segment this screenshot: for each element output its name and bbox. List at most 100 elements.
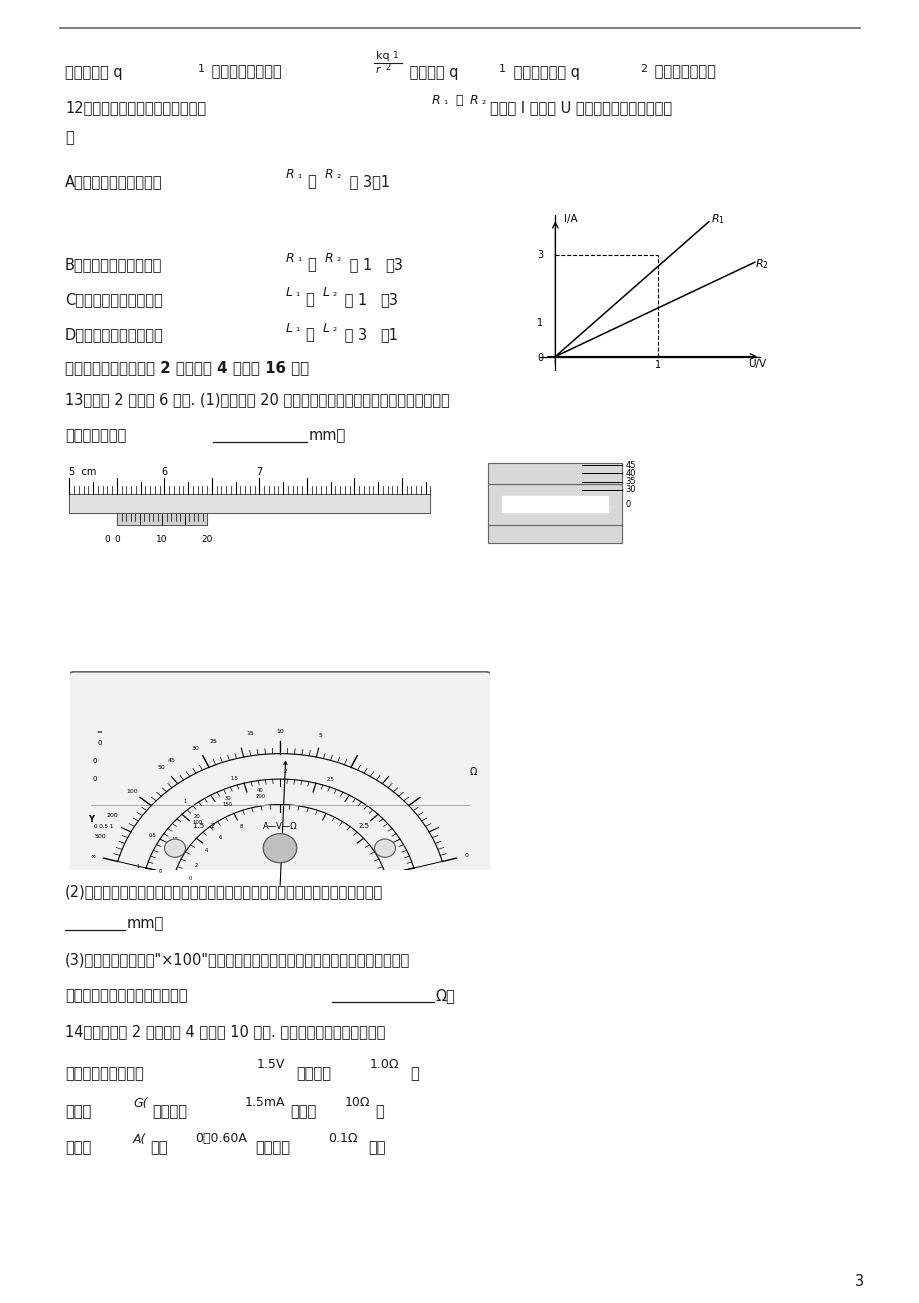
Text: 产生的电场在 q: 产生的电场在 q <box>508 65 579 79</box>
Text: 处的场强大小，而: 处的场强大小，而 <box>207 65 281 79</box>
Text: 0: 0 <box>189 876 192 881</box>
Text: 12．两粗细相同的同种金属电阻丝: 12．两粗细相同的同种金属电阻丝 <box>65 100 206 116</box>
Text: 1: 1 <box>198 64 205 74</box>
Text: 2: 2 <box>283 769 287 774</box>
Text: ＝ 3：1: ＝ 3：1 <box>345 175 390 189</box>
Text: 2: 2 <box>194 863 198 868</box>
Text: mm；: mm； <box>309 429 346 443</box>
Text: 待测干电池电动势约: 待测干电池电动势约 <box>65 1066 143 1081</box>
Circle shape <box>269 839 290 857</box>
Bar <box>488 525 621 543</box>
Text: r: r <box>376 65 380 76</box>
Text: A．两电阻的大小之比为: A．两电阻的大小之比为 <box>65 175 163 189</box>
Text: 20: 20 <box>201 534 212 543</box>
Text: A—V—Ω: A—V—Ω <box>263 822 297 831</box>
Text: 6: 6 <box>161 466 167 477</box>
Text: Ω: Ω <box>469 767 476 777</box>
Text: 0～0.60A: 0～0.60A <box>195 1132 246 1145</box>
Text: C．两电阻丝长度之比为: C．两电阻丝长度之比为 <box>65 292 163 308</box>
Text: 0: 0 <box>158 869 162 874</box>
Text: L: L <box>286 322 292 335</box>
Text: 1.5: 1.5 <box>231 775 238 780</box>
Text: ：: ： <box>305 292 313 308</box>
Text: ₂: ₂ <box>332 323 335 334</box>
Text: 3: 3 <box>537 250 542 261</box>
Text: 45: 45 <box>625 461 635 469</box>
Text: 20
100: 20 100 <box>192 814 202 825</box>
Text: 1: 1 <box>392 52 398 60</box>
Bar <box>70 494 430 513</box>
Text: 10
50: 10 50 <box>171 837 178 848</box>
Text: ，内阻约: ，内阻约 <box>255 1140 289 1156</box>
Text: R: R <box>324 251 334 265</box>
Circle shape <box>165 839 186 857</box>
Text: 0 0.5 1: 0 0.5 1 <box>94 823 113 829</box>
Text: 三、实验题（填空每空 2 分、画图 4 分，共 16 分）: 三、实验题（填空每空 2 分、画图 4 分，共 16 分） <box>65 361 309 375</box>
Text: 30: 30 <box>191 747 199 752</box>
Text: ₁: ₁ <box>295 288 299 298</box>
Text: kq: kq <box>376 51 390 61</box>
Text: 满偏电流: 满偏电流 <box>152 1105 187 1119</box>
Text: G(: G( <box>133 1097 147 1109</box>
Text: ∞: ∞ <box>91 853 96 859</box>
Text: 1: 1 <box>184 799 187 804</box>
Text: R: R <box>286 168 294 181</box>
Text: 1: 1 <box>654 361 660 370</box>
Text: 1.5mA: 1.5mA <box>244 1097 285 1109</box>
Text: 0: 0 <box>93 777 97 782</box>
Text: I/A: I/A <box>563 214 576 224</box>
Text: ，内阻约: ，内阻约 <box>296 1066 331 1081</box>
Text: ₂: ₂ <box>335 169 340 180</box>
Text: ₁: ₁ <box>443 96 447 106</box>
Text: 1: 1 <box>136 864 140 869</box>
Bar <box>501 496 607 512</box>
Text: 是点电荷 q: 是点电荷 q <box>404 65 458 79</box>
Text: =: = <box>96 728 102 735</box>
Text: 13（每空 2 分，共 6 分）. (1)用游标为 20 分度的游标卡尺测量一根金属丝的长度，由: 13（每空 2 分，共 6 分）. (1)用游标为 20 分度的游标卡尺测量一根… <box>65 392 449 408</box>
Text: ，: ， <box>410 1066 418 1081</box>
Text: L: L <box>323 287 330 300</box>
Text: ₂: ₂ <box>481 96 484 106</box>
Text: 2: 2 <box>384 64 390 73</box>
Text: ：1: ：1 <box>380 327 398 343</box>
Text: ：: ： <box>305 327 313 343</box>
Text: 40: 40 <box>625 469 635 478</box>
Text: A(: A( <box>133 1132 146 1145</box>
Text: R: R <box>324 168 334 181</box>
Text: 0: 0 <box>537 353 542 362</box>
Text: 处的场强的大小: 处的场强的大小 <box>650 65 715 79</box>
FancyBboxPatch shape <box>68 672 492 872</box>
Text: ＝ 1: ＝ 1 <box>345 258 372 272</box>
Text: 5: 5 <box>318 734 322 737</box>
Text: 0: 0 <box>93 758 97 764</box>
Text: 0: 0 <box>114 534 119 543</box>
Text: 场在点电荷 q: 场在点电荷 q <box>65 65 122 79</box>
Text: 500: 500 <box>95 834 107 839</box>
Bar <box>488 463 621 483</box>
Text: 35: 35 <box>625 477 636 486</box>
Text: 8: 8 <box>239 823 243 829</box>
Text: R: R <box>432 95 440 108</box>
Text: 30
150: 30 150 <box>222 796 233 808</box>
Text: ：: ： <box>307 258 315 272</box>
Text: 2: 2 <box>640 64 646 74</box>
Text: 10: 10 <box>156 534 167 543</box>
Text: ：3: ：3 <box>380 292 397 308</box>
Text: ₂: ₂ <box>332 288 335 298</box>
Bar <box>488 525 621 543</box>
Text: L: L <box>323 322 330 335</box>
Text: 200: 200 <box>107 813 119 818</box>
Text: Y: Y <box>88 814 94 823</box>
Text: 50: 50 <box>157 765 165 770</box>
Text: 电流表: 电流表 <box>65 1140 91 1156</box>
Text: 1.0Ω: 1.0Ω <box>369 1058 399 1071</box>
Text: ₁: ₁ <box>295 323 299 334</box>
Text: 40
200: 40 200 <box>255 788 266 799</box>
Text: R: R <box>286 251 294 265</box>
Text: D．两电阻丝长度之比为: D．两电阻丝长度之比为 <box>65 327 164 343</box>
Text: 15: 15 <box>245 731 254 736</box>
Text: 6: 6 <box>219 835 222 840</box>
Text: 4: 4 <box>204 848 208 853</box>
Text: ₁: ₁ <box>297 253 301 263</box>
Text: 7: 7 <box>256 466 262 477</box>
